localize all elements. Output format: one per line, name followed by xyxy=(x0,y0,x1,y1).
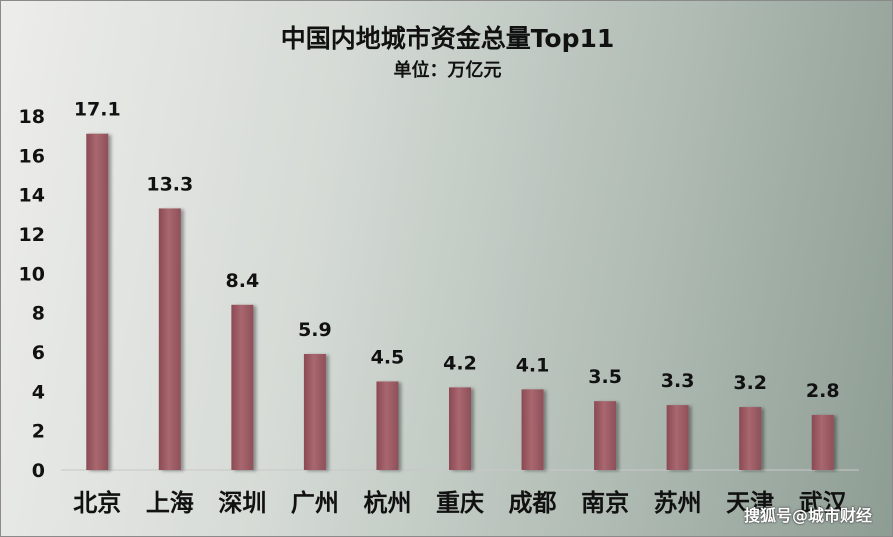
y-axis: 0 2 4 6 8 10 12 14 16 18 xyxy=(19,106,45,482)
bar xyxy=(521,389,544,470)
data-labels: 17.1 13.3 8.4 5.9 4.5 4.2 4.1 3.5 3.3 3.2 2.8 xyxy=(74,99,840,402)
y-tick-label: 10 xyxy=(19,263,45,285)
bar xyxy=(739,407,762,470)
y-tick-label: 16 xyxy=(19,145,45,167)
data-label: 17.1 xyxy=(74,99,121,121)
y-tick-label: 6 xyxy=(32,342,45,364)
y-tick-label: 12 xyxy=(19,224,45,246)
chart-title: 中国内地城市资金总量Top11 xyxy=(280,24,615,53)
y-tick-label: 8 xyxy=(32,303,45,325)
bar xyxy=(303,353,326,470)
x-tick-label: 杭州 xyxy=(363,489,411,517)
data-label: 3.2 xyxy=(733,372,767,394)
y-tick-label: 0 xyxy=(32,460,45,482)
bar xyxy=(231,304,254,470)
watermark: 搜狐号@城市财经 xyxy=(743,506,872,525)
y-tick-label: 4 xyxy=(32,381,45,403)
y-tick-label: 2 xyxy=(32,421,45,443)
data-label: 4.5 xyxy=(371,347,405,369)
data-label: 8.4 xyxy=(226,270,260,292)
data-label: 2.8 xyxy=(806,380,840,402)
bar xyxy=(86,133,109,470)
chart-subtitle: 单位：万亿元 xyxy=(393,60,502,81)
data-label: 4.2 xyxy=(443,352,477,374)
x-axis: 北京 上海 深圳 广州 杭州 重庆 成都 南京 苏州 天津 武汉 xyxy=(73,489,847,517)
bar xyxy=(158,208,181,470)
x-tick-label: 广州 xyxy=(291,489,339,517)
bar xyxy=(666,405,689,470)
x-tick-label: 北京 xyxy=(73,489,121,517)
data-label: 4.1 xyxy=(516,354,550,376)
y-tick-label: 14 xyxy=(19,185,45,207)
x-tick-label: 天津 xyxy=(726,489,774,517)
x-tick-label: 上海 xyxy=(146,489,194,517)
x-tick-label: 武汉 xyxy=(799,489,848,517)
data-label: 3.3 xyxy=(661,370,695,392)
data-label: 13.3 xyxy=(146,173,193,195)
data-label: 3.5 xyxy=(588,366,622,388)
data-label: 5.9 xyxy=(298,319,332,341)
bar xyxy=(811,414,834,470)
bar xyxy=(376,381,399,470)
x-tick-label: 苏州 xyxy=(654,489,702,517)
bar xyxy=(449,387,471,470)
y-tick-label: 18 xyxy=(19,106,45,128)
x-tick-label: 重庆 xyxy=(436,489,484,517)
x-tick-label: 深圳 xyxy=(218,489,266,517)
x-tick-label: 成都 xyxy=(509,489,557,517)
x-tick-label: 南京 xyxy=(581,489,629,517)
bars xyxy=(86,133,834,470)
bar xyxy=(594,401,617,470)
